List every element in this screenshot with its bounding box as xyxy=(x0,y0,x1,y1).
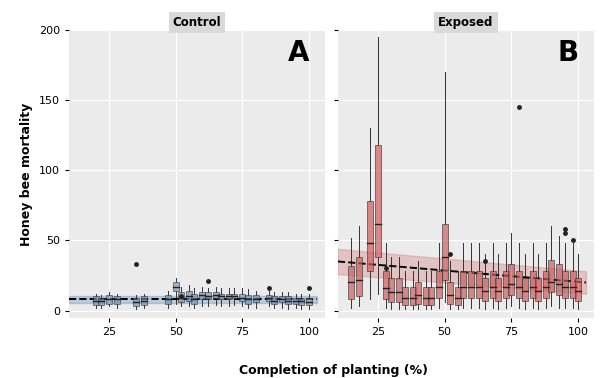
Bar xyxy=(298,298,304,305)
Bar xyxy=(205,292,211,299)
Bar xyxy=(495,278,501,301)
Bar xyxy=(141,296,146,305)
Bar xyxy=(522,278,527,301)
Bar xyxy=(476,271,482,298)
Bar xyxy=(271,296,277,304)
Y-axis label: Honey bee mortality: Honey bee mortality xyxy=(20,102,33,245)
Bar xyxy=(469,271,474,298)
Text: A: A xyxy=(288,39,310,67)
Bar xyxy=(535,278,541,301)
Bar xyxy=(562,271,568,298)
Bar xyxy=(517,271,522,298)
Bar xyxy=(356,257,362,296)
Text: Completion of planting (%): Completion of planting (%) xyxy=(239,364,428,377)
Title: Control: Control xyxy=(173,16,221,29)
Bar xyxy=(442,224,448,280)
Bar xyxy=(508,264,514,295)
Bar xyxy=(375,145,381,257)
Bar xyxy=(280,296,286,302)
Bar xyxy=(447,282,453,304)
Bar xyxy=(428,287,434,305)
Bar xyxy=(397,278,402,302)
Bar xyxy=(455,287,461,305)
Bar xyxy=(178,292,184,302)
Bar xyxy=(490,271,496,298)
Bar xyxy=(253,295,259,302)
Bar xyxy=(460,271,466,298)
Bar xyxy=(482,278,488,301)
Bar xyxy=(503,271,509,298)
Bar xyxy=(410,287,416,305)
Bar xyxy=(401,287,407,305)
Bar xyxy=(191,294,197,304)
Bar xyxy=(293,298,299,304)
Bar xyxy=(543,271,549,298)
Bar xyxy=(349,266,354,299)
Bar xyxy=(306,298,312,305)
Bar xyxy=(548,260,554,292)
Bar xyxy=(133,298,139,306)
Bar xyxy=(367,201,373,271)
Bar xyxy=(114,296,120,304)
Bar xyxy=(415,282,421,304)
Bar xyxy=(165,295,170,304)
Bar xyxy=(436,271,442,298)
Bar xyxy=(232,294,238,298)
Bar xyxy=(186,291,192,301)
Text: B: B xyxy=(557,39,578,67)
Bar xyxy=(423,287,429,305)
Bar xyxy=(575,278,581,301)
Bar xyxy=(388,278,394,302)
Bar xyxy=(106,295,112,304)
Bar xyxy=(266,295,272,301)
Bar xyxy=(199,292,205,299)
Bar xyxy=(213,292,218,298)
Bar xyxy=(570,271,575,298)
Bar xyxy=(556,264,562,295)
Bar xyxy=(226,294,232,299)
Bar xyxy=(218,294,224,299)
Title: Exposed: Exposed xyxy=(438,16,494,29)
Bar xyxy=(245,295,251,304)
Bar xyxy=(173,282,179,291)
Bar xyxy=(239,294,245,301)
Bar xyxy=(383,271,389,299)
Bar xyxy=(93,296,98,305)
Bar xyxy=(285,296,290,304)
Bar xyxy=(98,298,104,305)
Bar xyxy=(530,271,536,298)
